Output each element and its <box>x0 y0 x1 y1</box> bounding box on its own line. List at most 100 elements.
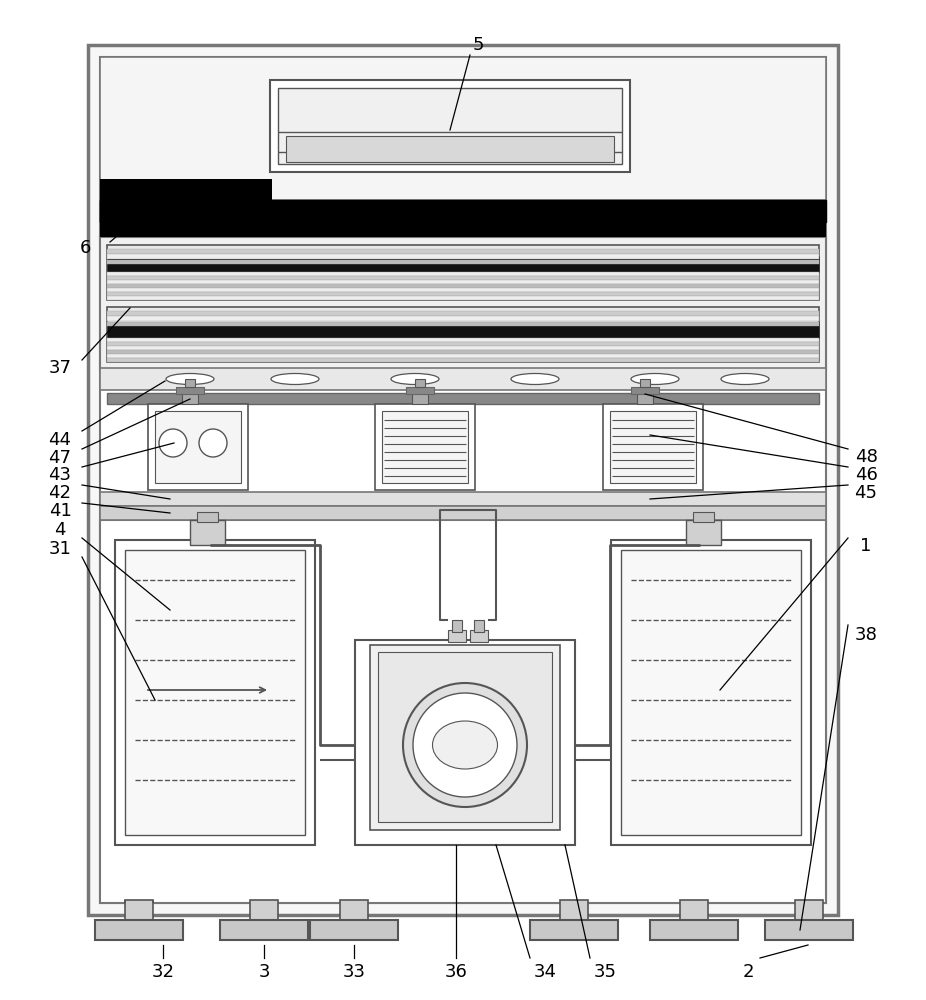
Bar <box>530 920 618 940</box>
Bar <box>270 80 630 172</box>
Bar <box>100 506 826 520</box>
Text: 36: 36 <box>444 963 468 981</box>
Bar <box>107 307 819 362</box>
Bar <box>100 200 826 222</box>
Bar <box>107 393 819 404</box>
Text: 46: 46 <box>855 466 878 484</box>
Bar <box>107 338 819 342</box>
Bar <box>107 350 819 354</box>
Ellipse shape <box>721 373 769 384</box>
Bar <box>631 387 659 394</box>
Text: 44: 44 <box>48 431 71 449</box>
Bar <box>100 200 270 222</box>
Bar <box>107 249 819 254</box>
Circle shape <box>403 683 527 807</box>
Text: 48: 48 <box>855 448 878 466</box>
Bar <box>107 322 819 338</box>
Bar <box>190 520 225 545</box>
Text: 32: 32 <box>152 963 174 981</box>
Bar <box>611 540 811 845</box>
Bar <box>107 342 819 346</box>
Text: 2: 2 <box>743 963 754 981</box>
Bar <box>795 900 823 920</box>
Bar <box>412 388 428 404</box>
Bar <box>107 276 819 280</box>
Bar <box>100 179 272 207</box>
Bar <box>603 404 703 490</box>
Ellipse shape <box>511 373 559 384</box>
Bar <box>250 900 278 920</box>
Bar <box>115 540 315 845</box>
Bar <box>278 88 622 164</box>
Bar <box>176 387 204 394</box>
Bar <box>107 346 819 350</box>
Bar <box>100 368 826 390</box>
Bar <box>100 520 826 903</box>
Bar <box>640 379 650 387</box>
Bar <box>107 322 819 326</box>
Bar <box>474 620 484 632</box>
Bar <box>406 387 434 394</box>
Text: 35: 35 <box>594 963 617 981</box>
Bar <box>448 630 466 642</box>
Bar <box>148 404 248 490</box>
Bar <box>680 900 708 920</box>
Bar <box>382 411 468 483</box>
Bar <box>107 296 819 300</box>
Ellipse shape <box>166 373 214 384</box>
Text: 38: 38 <box>855 626 878 644</box>
Bar <box>340 900 368 920</box>
Bar <box>220 920 308 940</box>
Bar <box>107 316 819 321</box>
Bar <box>375 404 475 490</box>
Bar <box>560 900 588 920</box>
Bar <box>185 379 195 387</box>
Bar <box>107 254 819 259</box>
Bar <box>637 388 653 404</box>
Bar <box>107 284 819 288</box>
Ellipse shape <box>391 373 439 384</box>
Circle shape <box>159 429 187 457</box>
Bar <box>310 920 398 940</box>
Bar <box>693 512 714 522</box>
Bar <box>370 645 560 830</box>
Bar <box>182 388 198 404</box>
Bar <box>470 630 488 642</box>
Ellipse shape <box>631 373 679 384</box>
Bar <box>686 520 721 545</box>
Bar <box>88 45 838 915</box>
Text: 42: 42 <box>48 484 71 502</box>
Text: 1: 1 <box>860 537 871 555</box>
Bar <box>621 550 801 835</box>
Bar <box>125 900 153 920</box>
Text: 37: 37 <box>48 359 71 377</box>
Bar <box>107 288 819 292</box>
Bar <box>107 311 819 316</box>
Circle shape <box>413 693 517 797</box>
Bar <box>355 640 575 845</box>
Bar <box>107 292 819 296</box>
Bar <box>155 411 241 483</box>
Circle shape <box>199 429 227 457</box>
Bar <box>378 652 552 822</box>
Bar <box>107 260 819 264</box>
Bar <box>107 272 819 276</box>
Bar <box>100 237 826 370</box>
Bar <box>107 256 819 272</box>
Bar <box>650 920 738 940</box>
Bar <box>415 379 425 387</box>
Ellipse shape <box>432 721 497 769</box>
Bar <box>107 245 819 300</box>
Bar <box>100 492 826 506</box>
Bar <box>610 411 696 483</box>
Text: 43: 43 <box>48 466 71 484</box>
Text: 5: 5 <box>472 36 483 54</box>
Bar <box>100 207 826 237</box>
Bar <box>100 57 826 200</box>
Bar <box>125 550 305 835</box>
Bar <box>95 920 183 940</box>
Text: 45: 45 <box>855 484 878 502</box>
Bar <box>286 136 614 162</box>
Text: 34: 34 <box>533 963 557 981</box>
Text: 41: 41 <box>48 502 71 520</box>
